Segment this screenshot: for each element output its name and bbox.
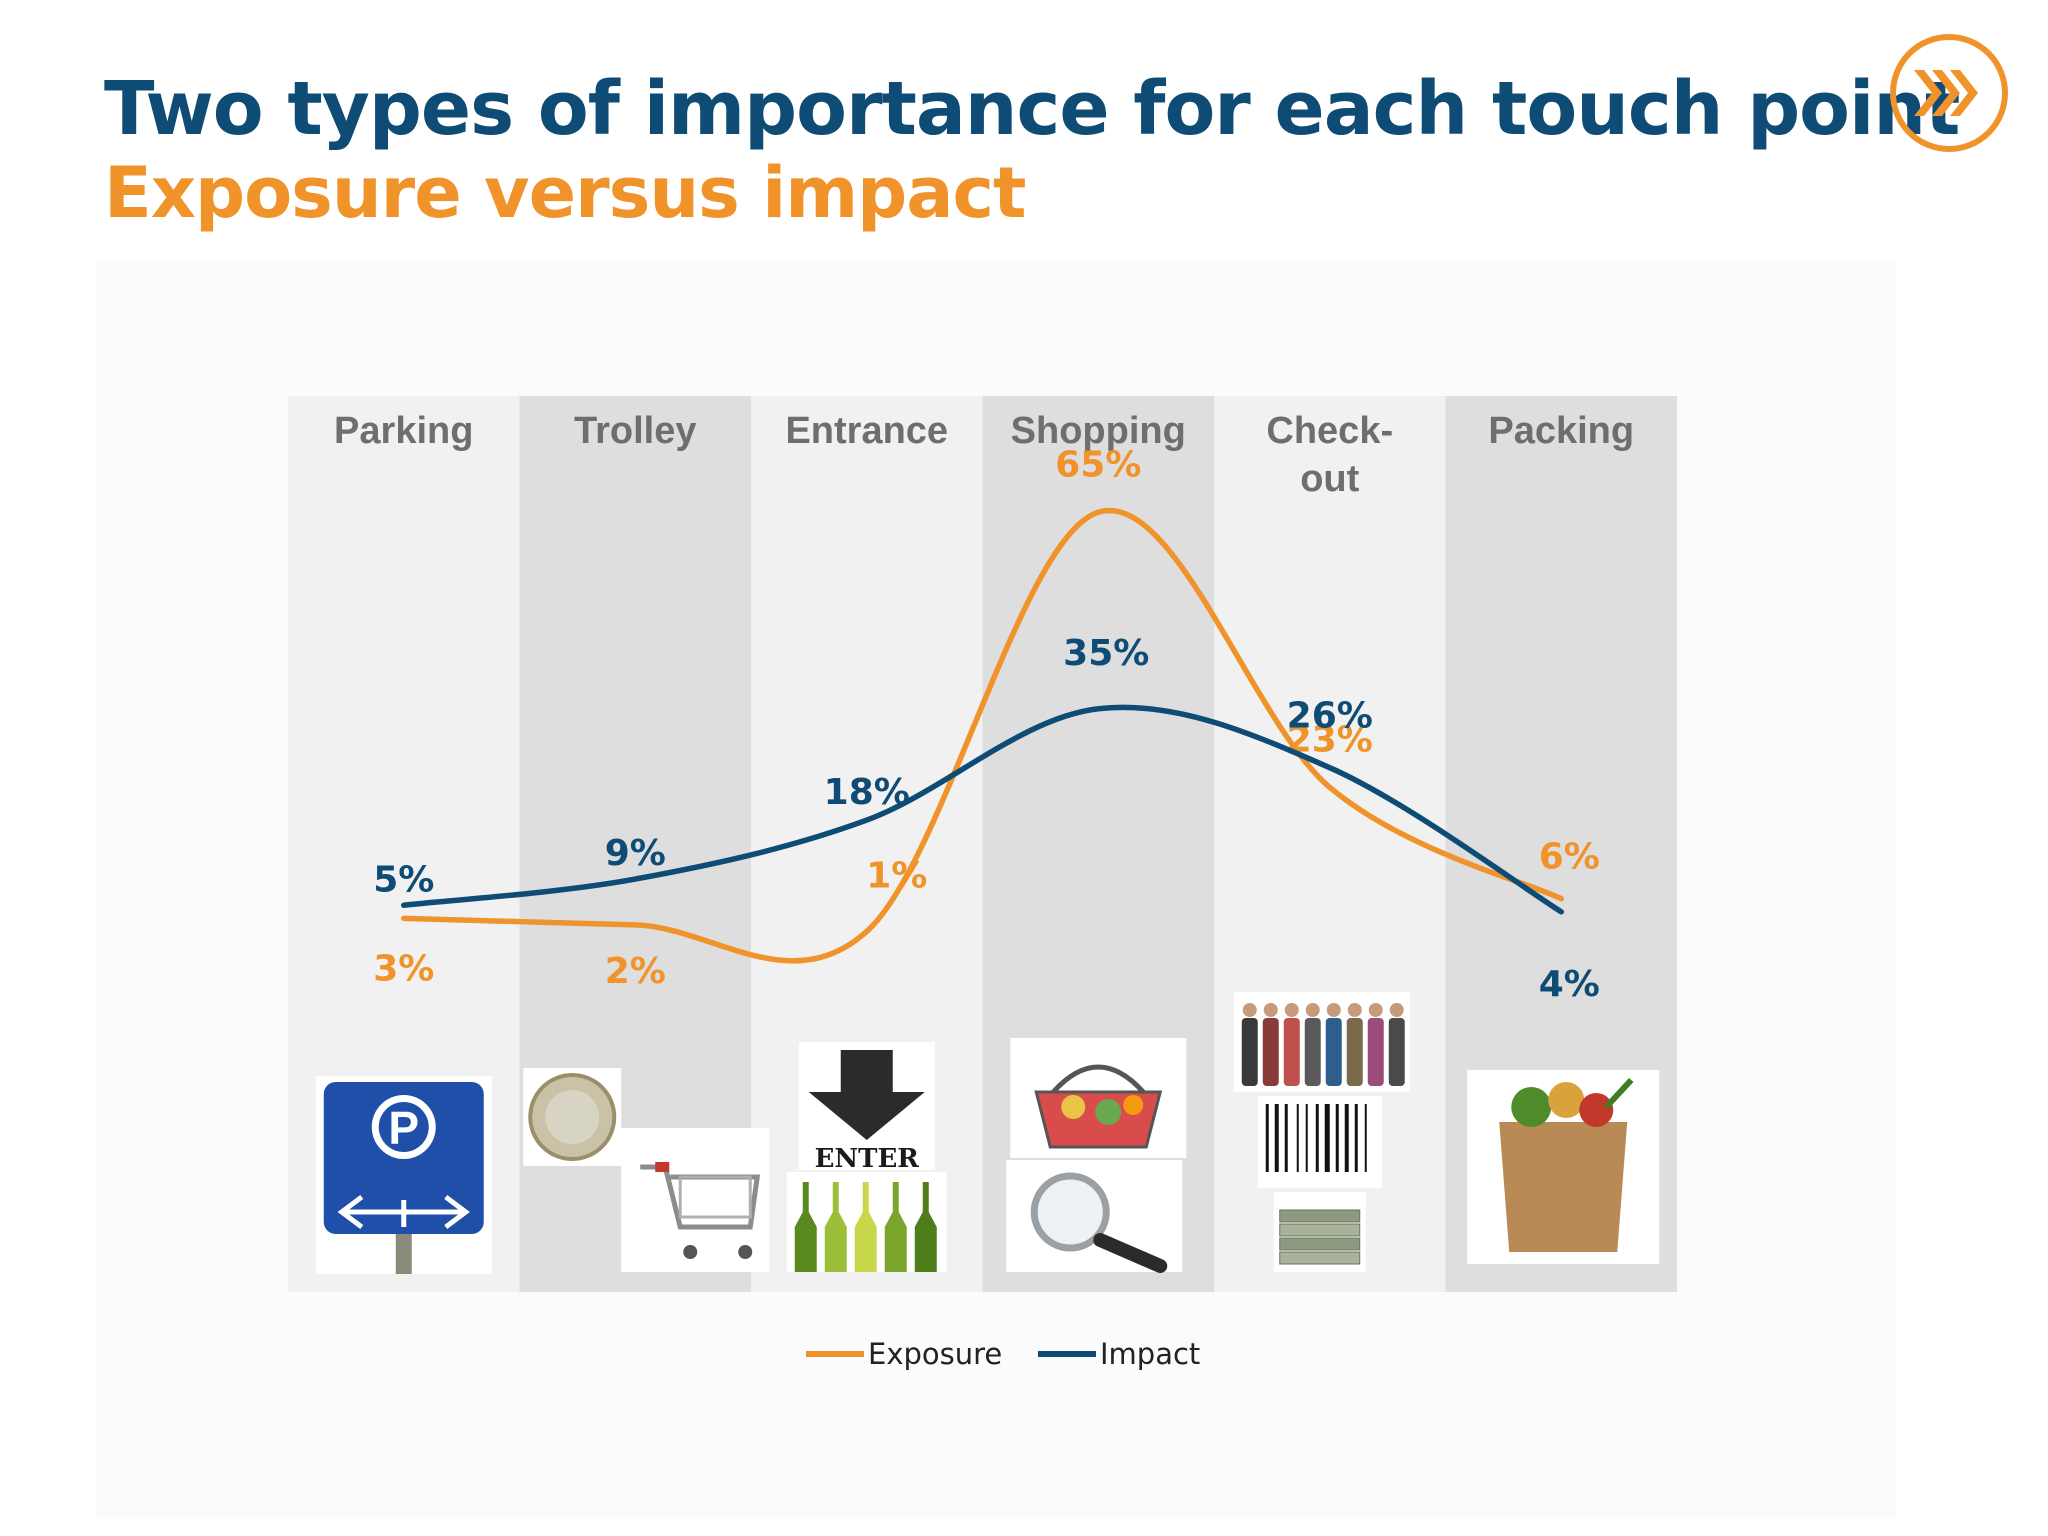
grocery-bag-icon xyxy=(1467,1070,1660,1264)
touchpoint-line-chart: Parking Trolley Entrance Shopping Check-out P… xyxy=(288,396,1677,1371)
shopping-basket-icon xyxy=(1010,1038,1187,1158)
crowd-queue-icon xyxy=(1233,992,1410,1092)
slide-subtitle: Exposure versus impact xyxy=(104,152,1026,234)
parking-sign-icon: P xyxy=(315,1076,492,1274)
category-label-check-out-line-2: out xyxy=(1300,458,1359,500)
legend-label-exposure: Exposure xyxy=(868,1337,1002,1371)
category-label-parking: Parking xyxy=(334,410,473,452)
data-label-exposure-entrance: 1% xyxy=(866,855,927,896)
euro-coin-icon xyxy=(523,1068,622,1166)
category-label-check-out-line-1: Check- xyxy=(1266,410,1393,452)
data-label-exposure-packing: 6% xyxy=(1539,837,1600,878)
shopping-cart-icon xyxy=(621,1128,770,1272)
series-line-exposure xyxy=(401,507,1564,964)
barcode-icon xyxy=(1257,1096,1382,1188)
category-label-trolley: Trolley xyxy=(574,410,697,452)
data-label-impact-trolley: 9% xyxy=(605,833,666,874)
slide-title: Two types of importance for each touch p… xyxy=(104,66,1960,152)
svg-text:ENTER: ENTER xyxy=(815,1144,920,1174)
fast-forward-chevrons-icon xyxy=(1890,34,2008,152)
cash-stack-icon xyxy=(1273,1192,1366,1272)
data-label-impact-parking: 5% xyxy=(373,859,434,900)
category-label-entrance: Entrance xyxy=(785,410,948,452)
data-label-exposure-parking: 3% xyxy=(373,948,434,989)
data-label-impact-packing: 4% xyxy=(1539,964,1600,1005)
magnifying-glass-icon xyxy=(1006,1160,1183,1273)
wine-bottles-icon xyxy=(786,1172,947,1272)
chart-panel: Parking Trolley Entrance Shopping Check-out P… xyxy=(96,262,1896,1518)
category-label-shopping: Shopping xyxy=(1011,410,1186,452)
legend-label-impact: Impact xyxy=(1100,1337,1200,1371)
svg-text:P: P xyxy=(388,1102,419,1154)
data-label-impact-shopping: 35% xyxy=(1063,633,1149,674)
enter-arrow-icon: ENTER xyxy=(798,1042,935,1174)
data-label-impact-entrance: 18% xyxy=(824,772,910,813)
data-label-exposure-trolley: 2% xyxy=(605,951,666,992)
data-label-impact-check-out: 26% xyxy=(1287,696,1373,737)
series-line-impact xyxy=(401,704,1564,915)
category-label-packing: Packing xyxy=(1488,410,1634,452)
data-label-exposure-shopping: 65% xyxy=(1055,444,1141,485)
